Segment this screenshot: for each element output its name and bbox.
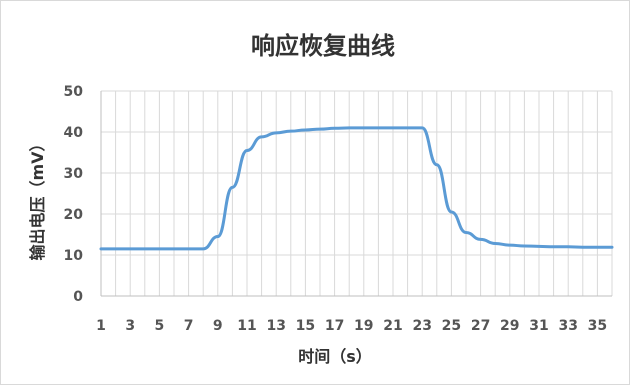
y-tick-label: 20	[64, 207, 84, 223]
series-points	[100, 127, 613, 249]
x-tick-label: 7	[184, 318, 194, 334]
x-tick-label: 19	[354, 318, 373, 334]
x-tick-label: 27	[471, 318, 490, 334]
y-tick-label: 10	[64, 248, 84, 264]
x-tick-label: 5	[155, 318, 165, 334]
vertical-grid-lines	[100, 91, 613, 296]
x-tick-label: 23	[412, 318, 431, 334]
x-tick-label: 9	[213, 318, 223, 334]
x-tick-label: 29	[500, 318, 519, 334]
x-tick-label: 31	[529, 318, 548, 334]
y-axis-label: 输出电压（mV）	[28, 135, 47, 260]
x-tick-label: 3	[125, 318, 135, 334]
horizontal-grid-lines	[101, 90, 612, 297]
x-tick-label: 17	[325, 318, 344, 334]
x-tick-label: 33	[558, 318, 577, 334]
x-tick-label: 25	[442, 318, 461, 334]
y-tick-label: 0	[73, 289, 83, 305]
x-tick-label: 13	[266, 318, 285, 334]
output-voltage-series	[99, 126, 614, 251]
y-tick-label: 30	[64, 166, 84, 182]
y-tick-label: 50	[64, 84, 84, 100]
x-tick-label: 1	[96, 318, 106, 334]
x-tick-label: 35	[588, 318, 607, 334]
x-tick-label: 11	[237, 318, 256, 334]
x-tick-label: 15	[296, 318, 315, 334]
x-tick-labels: 1 3 5 7 9 11 13 15 17 19 21 23 25 27 29 31 33 35	[96, 318, 607, 334]
x-axis-label: 时间（s）	[298, 347, 372, 366]
x-tick-label: 21	[383, 318, 402, 334]
chart-title: 响应恢复曲线	[251, 32, 395, 60]
y-tick-label: 40	[64, 125, 84, 141]
y-tick-labels: 0 10 20 30 40 50	[64, 84, 84, 305]
